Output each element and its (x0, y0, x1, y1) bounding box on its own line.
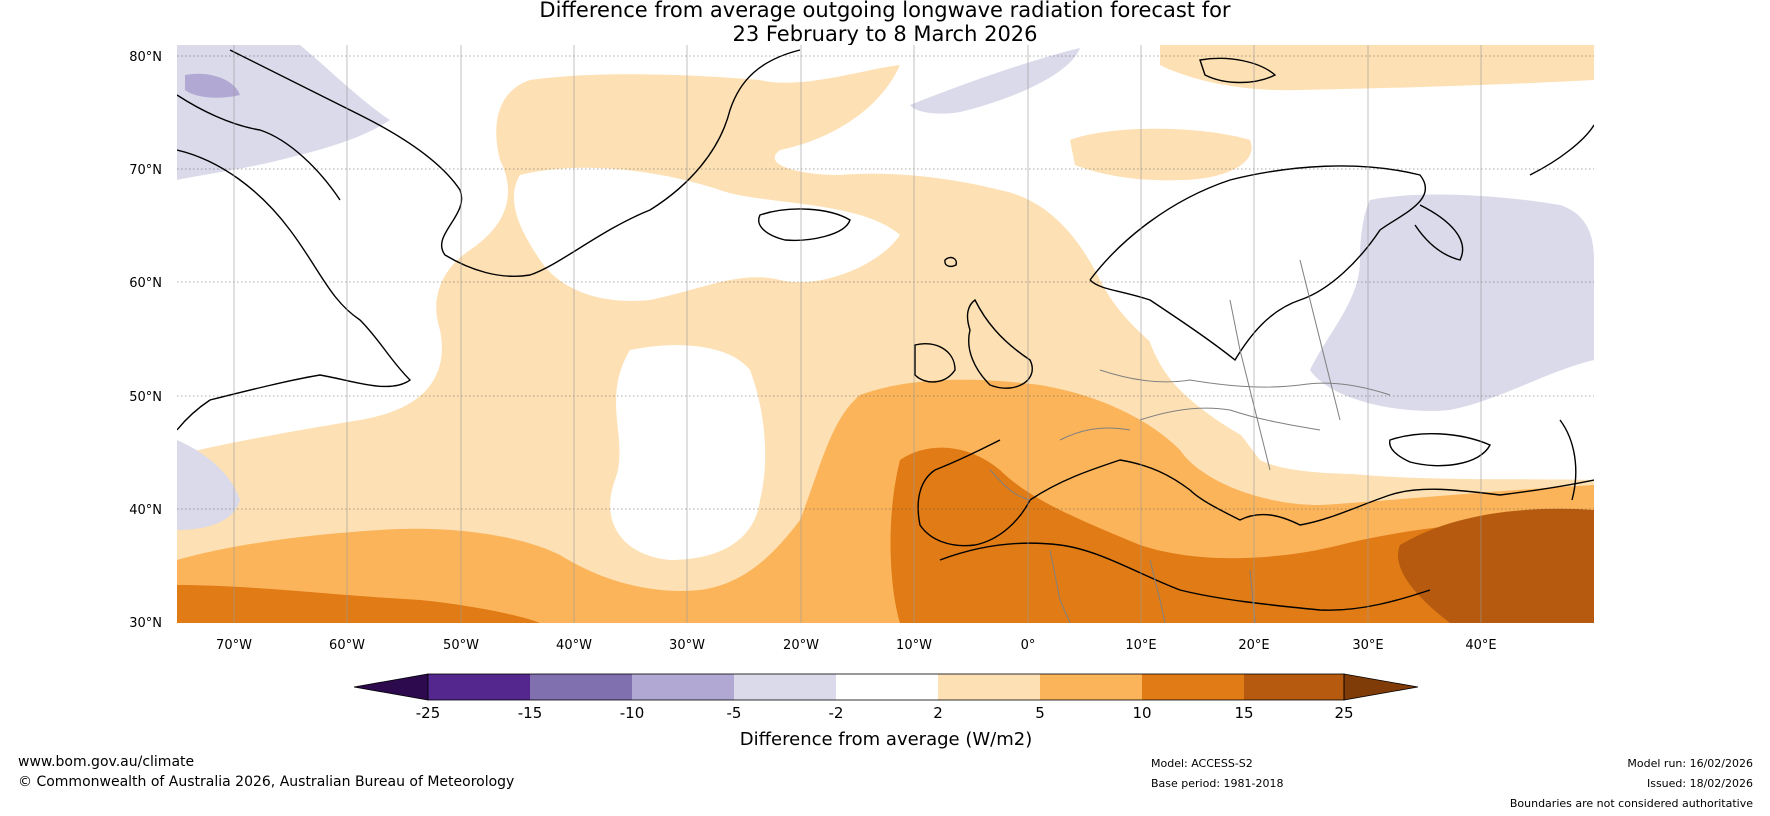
chart-title-line2: 23 February to 8 March 2026 (732, 22, 1038, 46)
colorbar-tick: 25 (1334, 704, 1353, 722)
colorbar-tick: 2 (933, 704, 943, 722)
iberia-coast (917, 439, 1031, 547)
colorbar-tick-labels: -25 -15 -10 -5 -2 2 5 10 15 25 (416, 704, 1354, 722)
faroe-islands-coast (944, 256, 958, 268)
latitude-labels: 80°N 70°N 60°N 50°N 40°N 30°N (129, 50, 162, 631)
colorbar-tick: -15 (518, 704, 543, 722)
lon-label-70w: 70°W (216, 638, 252, 653)
colorbar-tick: -25 (416, 704, 441, 722)
lat-label-70n: 70°N (129, 163, 162, 178)
longitude-labels: 70°W 60°W 50°W 40°W 30°W 20°W 10°W 0° 10… (216, 638, 1497, 653)
longitude-gridlines (233, 45, 1482, 623)
lon-label-60w: 60°W (329, 638, 365, 653)
model-run-date: Model run: 16/02/2026 (1627, 757, 1753, 770)
anomaly-region-minus-2-to-minus-5-newfoundland (177, 440, 240, 530)
issued-date: Issued: 18/02/2026 (1646, 777, 1753, 790)
lon-label-40e: 40°E (1465, 638, 1496, 653)
colorbar-extend-left (353, 673, 429, 701)
colorbar-tick: 5 (1035, 704, 1045, 722)
caspian-coast (1559, 419, 1577, 501)
colorbar: -25 -15 -10 -5 -2 2 5 10 15 25 Differenc… (353, 673, 1419, 750)
white-sea-coast (1414, 204, 1464, 261)
black-sea-coast (1388, 433, 1491, 467)
anomaly-region-minus-2-to-minus-5-canada (177, 45, 390, 180)
colorbar-extend-right (1343, 673, 1419, 701)
lon-label-50w: 50°W (443, 638, 479, 653)
colorbar-segment-2 (530, 674, 632, 700)
anomaly-region-minus-2-to-minus-5-svalbard (910, 48, 1080, 114)
lon-label-0: 0° (1021, 638, 1036, 653)
colorbar-segment-6 (938, 674, 1040, 700)
colorbar-segment-4 (734, 674, 836, 700)
lat-label-30n: 30°N (129, 616, 162, 631)
svalbard-coast (1199, 57, 1277, 84)
lon-label-30w: 30°W (669, 638, 705, 653)
colorbar-tick: 10 (1132, 704, 1151, 722)
footer-copyright: © Commonwealth of Australia 2026, Austra… (18, 774, 515, 790)
canadian-arctic-coast (177, 94, 341, 201)
anomaly-region-15-to-25 (1398, 508, 1594, 623)
colorbar-tick: 15 (1234, 704, 1253, 722)
anomaly-region-barents (1070, 128, 1252, 181)
colorbar-segment-9 (1244, 674, 1344, 700)
anomaly-region-10-to-15 (177, 585, 540, 623)
europe-south-coast (1029, 459, 1594, 526)
lon-label-20e: 20°E (1238, 638, 1269, 653)
iceland-coast (758, 208, 851, 242)
labrador-coast (177, 149, 412, 431)
lon-label-10w: 10°W (896, 638, 932, 653)
colorbar-segment-3 (632, 674, 734, 700)
colorbar-segment-7 (1040, 674, 1142, 700)
novaya-zemlya-coast (1529, 124, 1594, 176)
greenland-coast (229, 49, 801, 277)
lat-label-60n: 60°N (129, 276, 162, 291)
colorbar-segment-8 (1142, 674, 1244, 700)
lon-label-20w: 20°W (783, 638, 819, 653)
anomaly-region-minus-5-to-minus-10-baffin (185, 73, 240, 98)
scandinavia-coast (1089, 165, 1427, 362)
chart-title-line1: Difference from average outgoing longwav… (539, 0, 1231, 22)
lon-label-10e: 10°E (1125, 638, 1156, 653)
anomaly-region-minus-2-to-minus-5-russia (1310, 194, 1594, 411)
british-isles-coast (914, 298, 1033, 389)
boundaries-disclaimer: Boundaries are not considered authoritat… (1509, 797, 1753, 810)
lon-label-30e: 30°E (1352, 638, 1383, 653)
lat-label-50n: 50°N (129, 390, 162, 405)
colorbar-segment-5 (836, 674, 938, 700)
lat-label-40n: 40°N (129, 503, 162, 518)
anomaly-region-arctic (1160, 45, 1594, 91)
coastlines (177, 49, 1594, 611)
footer-website: www.bom.gov.au/climate (18, 754, 195, 770)
lat-label-80n: 80°N (129, 50, 162, 65)
colorbar-segment-1 (428, 674, 530, 700)
lon-label-40w: 40°W (556, 638, 592, 653)
colorbar-outline (427, 673, 1345, 701)
colorbar-tick: -2 (829, 704, 844, 722)
colorbar-tick: -10 (620, 704, 645, 722)
anomaly-region-neutral-greenland-sea (513, 167, 900, 301)
anomaly-region-neutral-atlantic (610, 345, 766, 560)
colorbar-tick: -5 (727, 704, 742, 722)
country-borders (989, 259, 1391, 623)
colorbar-label: Difference from average (W/m2) (740, 729, 1032, 750)
base-period: Base period: 1981-2018 (1151, 777, 1284, 790)
model-name: Model: ACCESS-S2 (1151, 757, 1253, 770)
north-africa-coast (939, 542, 1431, 611)
latitude-gridlines (177, 55, 1594, 510)
